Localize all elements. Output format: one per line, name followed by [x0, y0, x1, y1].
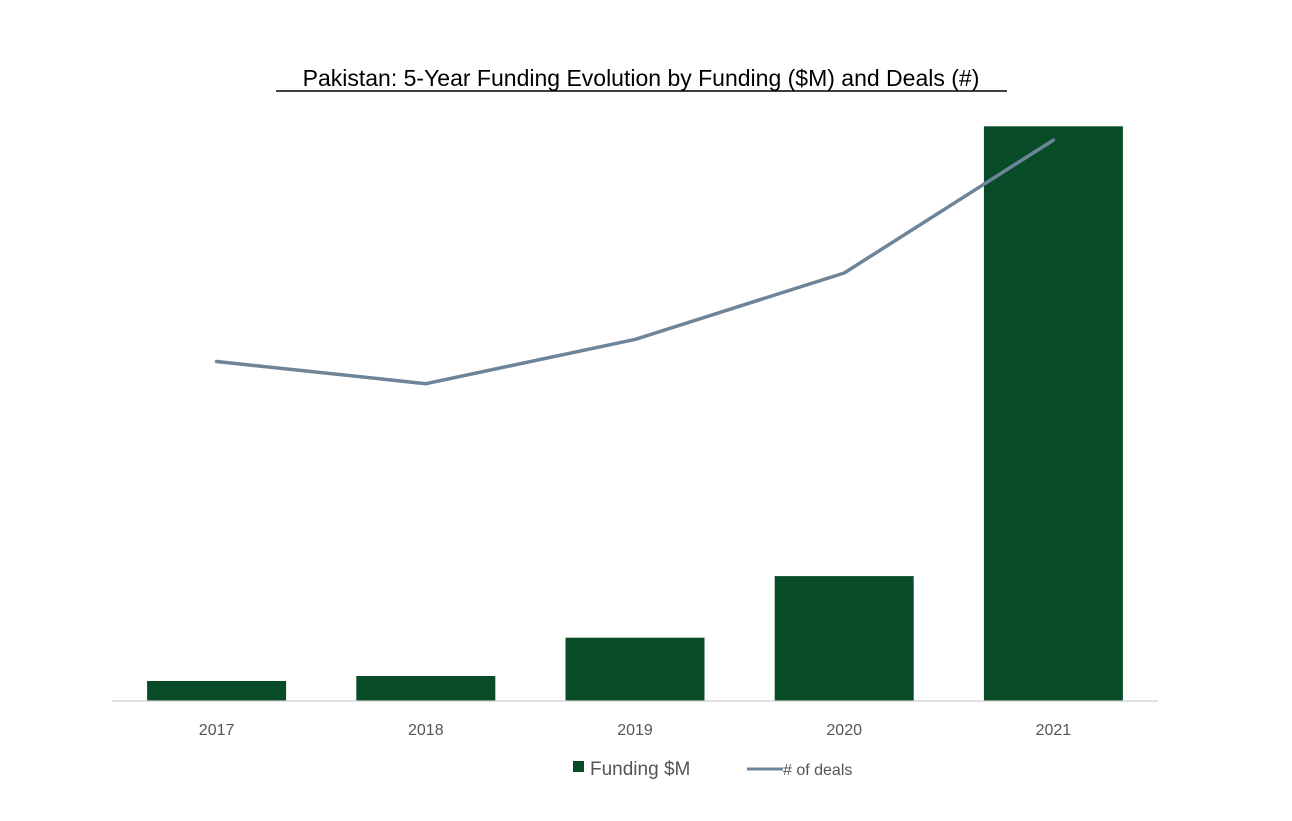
- x-axis-tick-labels: 2017 2018 2019 2020 2021: [199, 722, 1071, 739]
- legend-label-deals: # of deals: [783, 762, 852, 779]
- x-tick-label-2021: 2021: [1036, 722, 1072, 739]
- deals-line: [214, 138, 1056, 386]
- chart-title-group: Pakistan: 5-Year Funding Evolution by Fu…: [276, 65, 1007, 92]
- funding-bar-2018: [356, 676, 496, 701]
- funding-bar-2021: [983, 126, 1123, 702]
- x-tick-label-2017: 2017: [199, 722, 235, 739]
- deals-line-series: [214, 138, 1056, 386]
- funding-bar-2017: [147, 681, 287, 701]
- funding-bar-2019: [565, 637, 705, 701]
- legend: Funding $M # of deals: [573, 759, 852, 780]
- legend-label-funding: Funding $M: [590, 759, 690, 780]
- deals-point-2017: [215, 360, 219, 363]
- x-tick-label-2019: 2019: [617, 722, 653, 739]
- x-tick-label-2018: 2018: [408, 722, 444, 739]
- funding-bars: [147, 126, 1123, 702]
- x-tick-label-2020: 2020: [826, 722, 862, 739]
- deals-point-2018: [424, 382, 428, 386]
- legend-swatch-funding: [573, 761, 584, 772]
- chart-title: Pakistan: 5-Year Funding Evolution by Fu…: [303, 65, 980, 91]
- deals-point-2021: [1051, 138, 1055, 142]
- deals-point-2019: [633, 337, 637, 341]
- deals-point-2020: [842, 271, 846, 275]
- funding-bar-2020: [774, 576, 914, 701]
